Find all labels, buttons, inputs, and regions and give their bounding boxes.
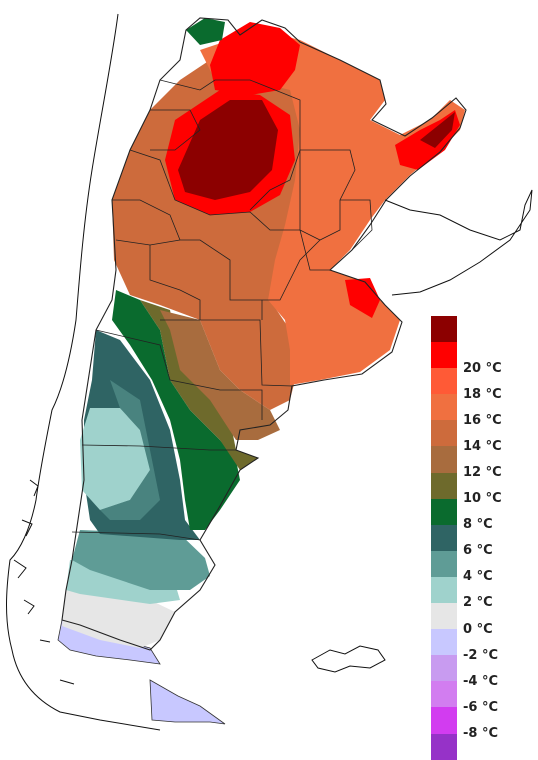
zone-18c-north	[210, 22, 300, 95]
legend-label: 16 °C	[463, 412, 502, 428]
legend-swatch	[431, 655, 457, 682]
zone-northwest-mountains	[186, 18, 225, 45]
legend-label: 4 °C	[463, 569, 493, 585]
legend-swatch	[431, 342, 457, 369]
legend-row	[431, 316, 531, 343]
legend-swatch	[431, 603, 457, 630]
argentina-outline	[61, 17, 467, 651]
zone-4c-west	[100, 380, 160, 520]
legend-row: -4 °C	[431, 655, 531, 689]
zone-8c	[112, 290, 240, 530]
legend-swatch	[431, 498, 457, 525]
legend-row: 10 °C	[431, 472, 531, 506]
legend-row: 4 °C	[431, 550, 531, 584]
province-boundaries	[71, 79, 373, 541]
legend-swatch	[431, 707, 457, 734]
legend-swatch	[431, 420, 457, 447]
legend-label: 2 °C	[463, 595, 493, 611]
zone-12c	[160, 310, 280, 440]
legend-row: 6 °C	[431, 524, 531, 558]
legend-row: 18 °C	[431, 368, 531, 402]
legend-label: 0 °C	[463, 621, 493, 637]
legend-label: -8 °C	[463, 725, 499, 741]
legend-swatch	[431, 550, 457, 577]
legend-label: -6 °C	[463, 699, 499, 715]
zone-4c-south	[72, 530, 210, 590]
legend-label: 18 °C	[463, 386, 502, 402]
legend-label: 14 °C	[463, 438, 502, 454]
legend-row: 2 °C	[431, 576, 531, 610]
legend-swatch	[431, 394, 457, 421]
legend-swatch	[431, 681, 457, 708]
legend-row: -6 °C	[431, 681, 531, 715]
legend-row: 12 °C	[431, 446, 531, 480]
legend-swatch	[431, 368, 457, 395]
chile-islands	[13, 479, 75, 685]
legend-row: -2 °C	[431, 629, 531, 663]
chile-coastline	[6, 13, 161, 731]
zone-20c-core	[178, 100, 278, 200]
legend-swatch	[431, 629, 457, 656]
legend-label: -2 °C	[463, 647, 499, 663]
zone-16c	[200, 30, 465, 385]
legend-swatch	[431, 733, 457, 760]
zone-2c-west	[80, 408, 150, 510]
legend-label: 10 °C	[463, 491, 502, 507]
legend-label: 6 °C	[463, 543, 493, 559]
temperature-legend: 20 °C 18 °C 16 °C 14 °C 12 °C 10 °C 8 °C 6 °C 4 …	[431, 316, 531, 760]
legend-swatch	[431, 472, 457, 499]
legend-row: 20 °C	[431, 342, 531, 376]
uruguay-outline	[384, 189, 533, 296]
legend-label: -4 °C	[463, 673, 499, 689]
legend-label: 20 °C	[463, 360, 502, 376]
zone-20c-east	[420, 112, 455, 148]
legend-swatch	[431, 524, 457, 551]
zone-tierra-del-fuego	[149, 679, 226, 725]
legend-label: 12 °C	[463, 465, 502, 481]
zone-18c-coast	[345, 278, 380, 318]
legend-swatch	[431, 576, 457, 604]
legend-row: 14 °C	[431, 420, 531, 454]
legend-row: 0 °C	[431, 603, 531, 637]
malvinas-islands	[311, 645, 386, 673]
legend-row: -8 °C	[431, 707, 531, 741]
legend-row: 16 °C	[431, 394, 531, 428]
zone-0c	[62, 590, 175, 648]
legend-swatch	[431, 446, 457, 473]
legend-swatch	[431, 316, 457, 343]
legend-label: 8 °C	[463, 517, 493, 533]
legend-row: 8 °C	[431, 498, 531, 532]
